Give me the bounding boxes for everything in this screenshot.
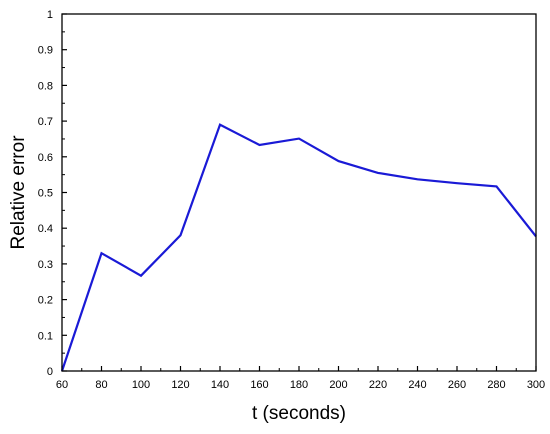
y-tick-label: 0.4 xyxy=(38,223,53,235)
x-tick-label: 300 xyxy=(527,379,545,391)
y-tick-label: 0.9 xyxy=(38,45,53,57)
plot-series xyxy=(60,123,537,372)
x-tick-label: 180 xyxy=(290,379,308,391)
series-line xyxy=(60,123,537,372)
y-tick-label: 0.8 xyxy=(38,80,53,92)
y-tick-label: 0.6 xyxy=(38,152,53,164)
y-axis-title: Relative error xyxy=(8,135,29,250)
x-tick-label: 240 xyxy=(408,379,426,391)
y-tick-label: 0.5 xyxy=(38,188,53,200)
x-tick-label: 100 xyxy=(132,379,150,391)
x-tick-label: 220 xyxy=(369,379,387,391)
x-tick-label: 280 xyxy=(487,379,505,391)
y-tick-label: 0.1 xyxy=(38,330,53,342)
x-tick-label: 120 xyxy=(171,379,189,391)
y-tick-label: 0.2 xyxy=(38,295,53,307)
y-tick-label: 0 xyxy=(47,366,53,378)
x-tick-label: 60 xyxy=(56,379,68,391)
axis-ticks xyxy=(61,13,537,372)
tick-labels: 60 80 100 120 140 160 180 200 220 240 260 280 300 0 0.… xyxy=(38,9,545,391)
y-tick-label: 0.3 xyxy=(38,259,53,271)
y-tick-label: 1 xyxy=(47,9,53,21)
x-tick-label: 80 xyxy=(95,379,107,391)
plot-frame xyxy=(61,13,537,372)
x-tick-label: 140 xyxy=(211,379,229,391)
x-tick-label: 260 xyxy=(448,379,466,391)
x-tick-label: 160 xyxy=(250,379,268,391)
y-tick-label: 0.7 xyxy=(38,116,53,128)
x-axis-title: t (seconds) xyxy=(252,403,346,424)
x-tick-label: 200 xyxy=(329,379,347,391)
